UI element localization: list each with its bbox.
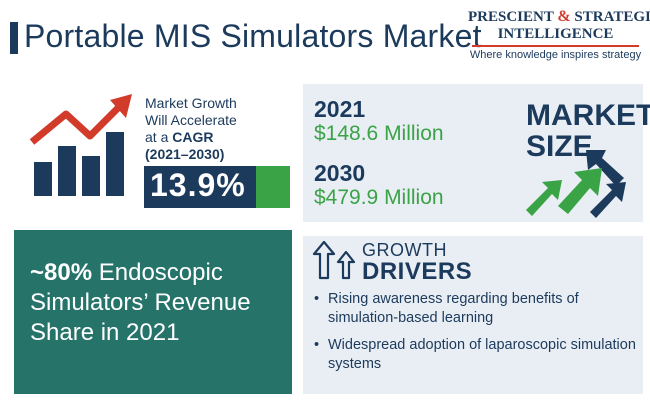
endoscopic-share-value: ~80% — [30, 259, 93, 286]
icon-arrow-green-small — [526, 180, 562, 216]
logo-rule — [472, 45, 639, 47]
drivers-label-line1: GROWTH — [362, 240, 447, 260]
list-item: Widespread adoption of laparoscopic simu… — [312, 336, 637, 374]
growth-line-3-prefix: at a — [145, 129, 169, 145]
endoscopic-share-desc: Endoscopic Simulators’ Revenue Share in … — [30, 259, 251, 346]
icon-bar-3 — [82, 156, 100, 196]
value-2021: $148.6 Million — [314, 122, 444, 145]
cagr-value: 13.9% — [150, 167, 246, 203]
icon-up-arrow-2 — [336, 250, 356, 280]
growth-line-1: Market Growth — [145, 95, 237, 111]
icon-bar-2 — [58, 146, 76, 196]
cagr-label: CAGR — [172, 129, 214, 145]
icon-bar-1 — [34, 162, 52, 196]
growth-description: Market Growth Will Accelerate at a CAGR … — [145, 95, 285, 163]
value-2030: $479.9 Million — [314, 186, 444, 209]
icon-arrow-navy-front — [590, 182, 626, 218]
growth-period: (2021–2030) — [145, 146, 225, 162]
drivers-label-line2: DRIVERS — [362, 258, 473, 285]
endoscopic-share-text: ~80% Endoscopic Simulators’ Revenue Shar… — [30, 258, 290, 348]
logo-word-intelligence: INTELLIGENCE — [497, 26, 614, 42]
icon-bar-4 — [106, 132, 124, 196]
icon-arrow-head — [110, 94, 132, 118]
list-item: Rising awareness regarding benefits of s… — [312, 290, 637, 328]
logo-ampersand: & — [557, 8, 571, 25]
drivers-list: Rising awareness regarding benefits of s… — [312, 290, 637, 382]
rising-arrows-icon — [526, 150, 626, 218]
logo-tagline: Where knowledge inspires strategy — [469, 49, 642, 61]
bar-chart-rising-arrow-icon — [29, 94, 132, 196]
market-size-label: MARKET SIZE — [526, 100, 650, 162]
endoscopic-share-card — [14, 230, 292, 394]
year-2021: 2021 — [314, 96, 366, 122]
icon-trend-line — [29, 101, 125, 145]
company-logo[interactable]: PRESCIENT & STRATEGIC INTELLIGENCE Where… — [468, 8, 650, 66]
market-label-line1: MARKET — [526, 99, 650, 132]
title-accent-bar — [10, 22, 18, 54]
cagr-accent — [256, 166, 290, 208]
up-arrows-icon — [312, 240, 356, 280]
icon-arrow-green-big — [558, 168, 602, 214]
market-label-line2: SIZE — [526, 130, 593, 163]
growth-line-3: at a CAGR — [145, 129, 285, 146]
logo-word-prescient: PRESCIENT — [468, 9, 554, 25]
logo-word-strategic: STRATEGIC — [574, 9, 650, 25]
year-2030: 2030 — [314, 160, 366, 186]
icon-arrow-navy-back — [586, 150, 624, 186]
icon-up-arrow-1 — [312, 240, 336, 280]
page-title: Portable MIS Simulators Market — [24, 18, 482, 54]
growth-line-2: Will Accelerate — [145, 112, 237, 128]
